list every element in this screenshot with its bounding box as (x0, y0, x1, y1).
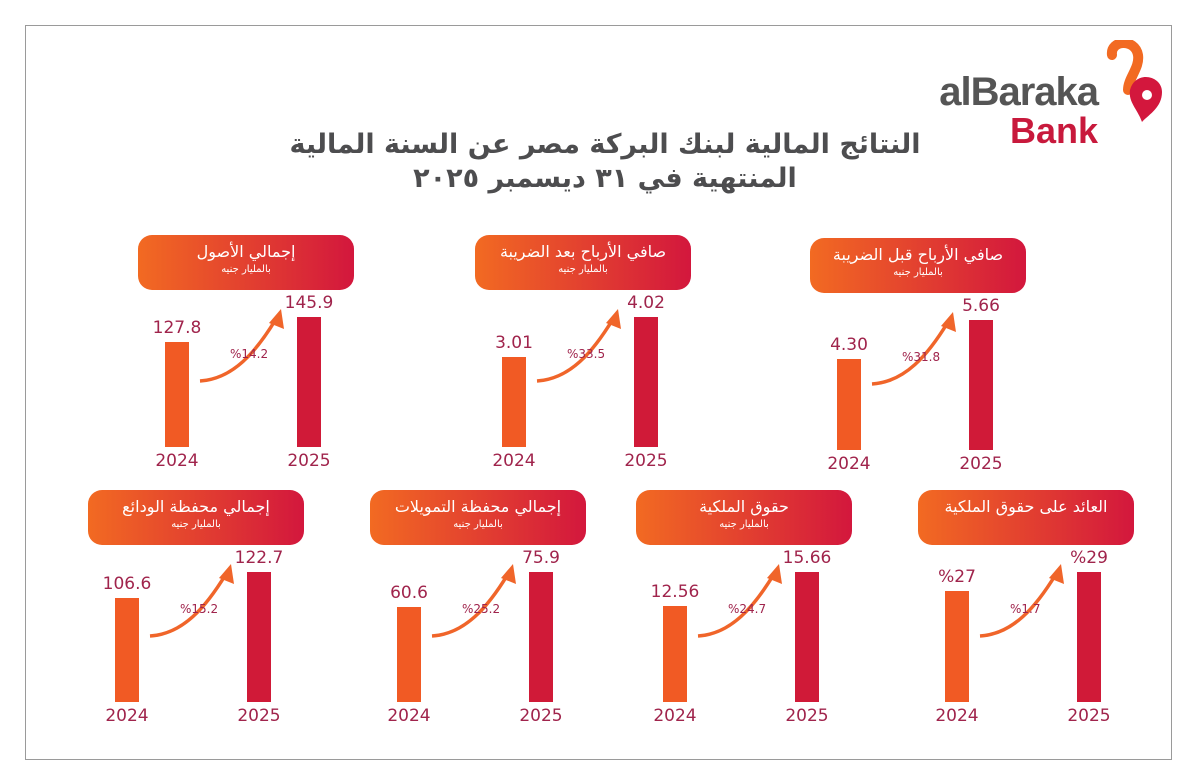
metric-title: حقوق الملكية (699, 497, 789, 516)
value-label-2024: 106.6 (102, 574, 152, 594)
value-label-2025: 122.7 (234, 548, 284, 568)
bar-2025 (969, 320, 993, 450)
metric-unit: بالمليار جنيه (171, 519, 221, 530)
metric-header: إجمالي الأصول بالمليار جنيه (138, 235, 354, 290)
value-label-2024: 12.56 (650, 582, 700, 602)
bar-2025 (1077, 572, 1101, 702)
year-label-2025: 2025 (519, 706, 563, 726)
growth-arrow-icon (431, 564, 516, 638)
growth-percent: %31.8 (902, 350, 941, 364)
growth-percent: %25.2 (462, 602, 501, 616)
logo-text-bank: Bank (1009, 110, 1098, 151)
growth-arrow-icon (979, 564, 1064, 638)
growth-arrow-icon (697, 564, 782, 638)
year-label-2024: 2024 (827, 454, 871, 474)
value-label-2024: 3.01 (495, 333, 533, 353)
bar-2025 (795, 572, 819, 702)
value-label-2025: %29 (1070, 548, 1108, 568)
value-label-2025: 4.02 (627, 293, 665, 313)
metric-title: العائد على حقوق الملكية (944, 497, 1108, 516)
metric-panel: إجمالي الأصول بالمليار جنيه 127.8 145.9 … (138, 235, 354, 475)
year-label-2025: 2025 (237, 706, 281, 726)
year-label-2024: 2024 (653, 706, 697, 726)
metric-header: إجمالي محفظة التمويلات بالمليار جنيه (370, 490, 586, 545)
year-label-2025: 2025 (287, 451, 331, 471)
bar-2024 (397, 607, 421, 702)
frame-border (25, 25, 1172, 760)
value-label-2024: 60.6 (390, 583, 428, 603)
metric-panel: العائد على حقوق الملكية %27 %29 2024 202… (918, 490, 1134, 730)
year-label-2024: 2024 (387, 706, 431, 726)
bar-2024 (945, 591, 969, 702)
metric-unit: بالمليار جنيه (221, 264, 271, 275)
metric-header: صافي الأرباح بعد الضريبة بالمليار جنيه (475, 235, 691, 290)
value-label-2025: 15.66 (782, 548, 832, 568)
metric-unit: بالمليار جنيه (453, 519, 503, 530)
year-label-2024: 2024 (155, 451, 199, 471)
value-label-2024: 4.30 (830, 335, 868, 355)
growth-percent: %24.7 (728, 602, 767, 616)
bar-2024 (663, 606, 687, 702)
metric-header: حقوق الملكية بالمليار جنيه (636, 490, 852, 545)
growth-percent: %15.2 (180, 602, 219, 616)
bar-2024 (115, 598, 139, 702)
year-label-2024: 2024 (935, 706, 979, 726)
year-label-2025: 2025 (1067, 706, 1111, 726)
albaraka-logo: alBaraka Bank (925, 40, 1170, 151)
bar-2024 (502, 357, 526, 447)
year-label-2024: 2024 (105, 706, 149, 726)
bar-2025 (247, 572, 271, 702)
metric-title: صافي الأرباح بعد الضريبة (499, 242, 667, 261)
title-line-1: النتائج المالية لبنك البركة مصر عن السنة… (289, 129, 921, 160)
bar-2024 (837, 359, 861, 450)
growth-arrow-icon (871, 312, 956, 386)
metric-title: إجمالي محفظة الودائع (122, 497, 270, 516)
metric-title: صافي الأرباح قبل الضريبة (832, 245, 1004, 264)
value-label-2025: 145.9 (284, 293, 334, 313)
logo-text-albaraka: alBaraka (939, 70, 1099, 114)
growth-percent: %14.2 (230, 347, 269, 361)
year-label-2024: 2024 (492, 451, 536, 471)
growth-percent: %1.7 (1010, 602, 1041, 616)
metric-header: صافي الأرباح قبل الضريبة بالمليار جنيه (810, 238, 1026, 293)
metric-title: إجمالي محفظة التمويلات (394, 497, 562, 516)
metric-unit: بالمليار جنيه (893, 267, 943, 278)
value-label-2025: 75.9 (522, 548, 560, 568)
growth-arrow-icon (536, 309, 621, 383)
metric-panel: صافي الأرباح قبل الضريبة بالمليار جنيه 4… (810, 238, 1026, 478)
metric-header: إجمالي محفظة الودائع بالمليار جنيه (88, 490, 304, 545)
value-label-2024: %27 (938, 567, 976, 587)
value-label-2024: 127.8 (152, 318, 202, 338)
bar-2024 (165, 342, 189, 447)
page-title: النتائج المالية لبنك البركة مصر عن السنة… (255, 128, 955, 196)
metric-unit: بالمليار جنيه (558, 264, 608, 275)
bar-2025 (634, 317, 658, 447)
metric-title: إجمالي الأصول (196, 242, 296, 261)
metric-panel: إجمالي محفظة الودائع بالمليار جنيه 106.6… (88, 490, 304, 730)
growth-percent: %33.5 (567, 347, 606, 361)
year-label-2025: 2025 (624, 451, 668, 471)
metric-panel: حقوق الملكية بالمليار جنيه 12.56 15.66 2… (636, 490, 852, 730)
logo-mark-icon (1107, 40, 1162, 122)
bar-2025 (297, 317, 321, 447)
year-label-2025: 2025 (785, 706, 829, 726)
growth-arrow-icon (199, 309, 284, 383)
growth-arrow-icon (149, 564, 234, 638)
title-line-2: المنتهية في ٣١ ديسمبر ٢٠٢٥ (413, 163, 797, 194)
metric-unit: بالمليار جنيه (719, 519, 769, 530)
bar-2025 (529, 572, 553, 702)
metric-panel: صافي الأرباح بعد الضريبة بالمليار جنيه 3… (475, 235, 691, 475)
value-label-2025: 5.66 (962, 296, 1000, 316)
metric-panel: إجمالي محفظة التمويلات بالمليار جنيه 60.… (370, 490, 586, 730)
year-label-2025: 2025 (959, 454, 1003, 474)
metric-header: العائد على حقوق الملكية (918, 490, 1134, 545)
